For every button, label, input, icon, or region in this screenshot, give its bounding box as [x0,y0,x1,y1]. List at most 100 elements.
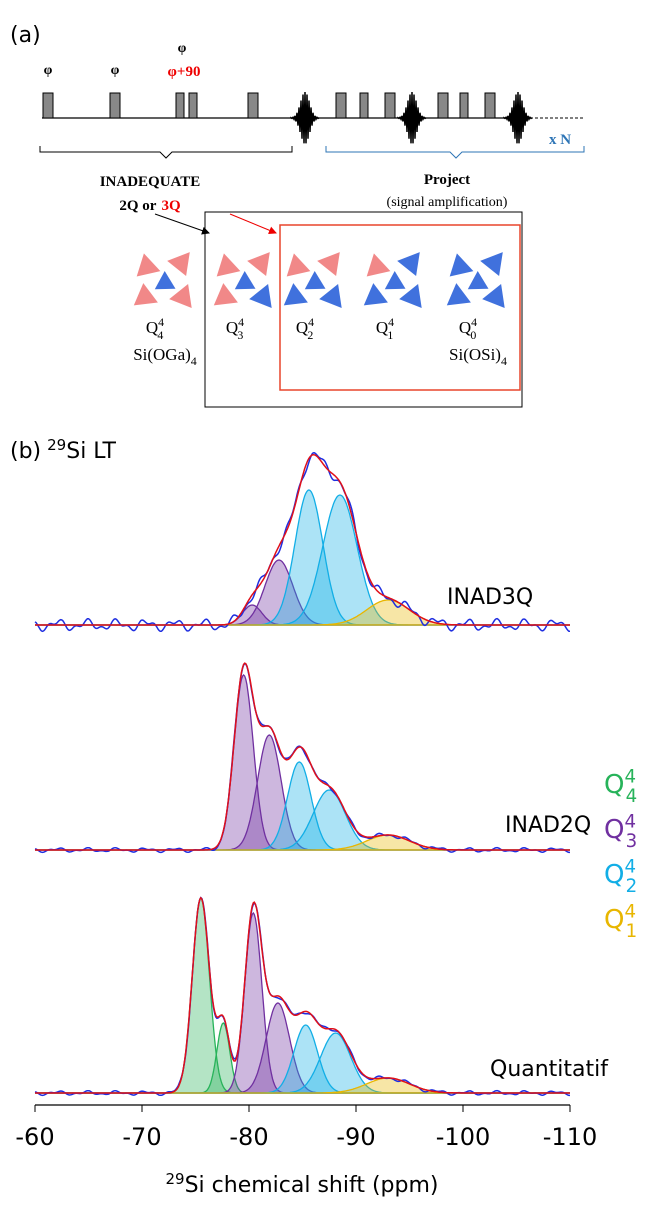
species-label: Q4 4 [146,315,164,342]
molecule [133,252,192,308]
brace [325,146,585,159]
tetrahedron [283,283,308,306]
molecule [213,252,272,308]
tetrahedron [449,253,474,277]
arrow [154,213,210,235]
project-subtitle: (signal amplification) [387,195,508,210]
x-tick-label: -90 [336,1123,375,1151]
base: Q [604,905,624,935]
sup: 4 [308,315,314,329]
brace [39,146,293,159]
tetrahedron [384,271,406,290]
x-tick-label: -70 [122,1123,161,1151]
species-label: Q4 0 [459,315,477,342]
molecule [283,252,342,308]
tetrahedron [319,284,342,308]
spectrum-label: INAD3Q [447,585,533,610]
sup: 29 [166,1170,185,1188]
text: Si chemical shift (ppm) [185,1173,439,1198]
tetrahedron [366,253,391,277]
molecules: Q4 4Si(OGa)4Q4 3 Q4 2 Q4 1 Q4 0Si(OSi)4 [133,252,507,368]
sub: 2 [626,876,638,897]
tetrahedron [317,252,340,276]
tetrahedron [234,271,256,290]
phase-label: φ [178,41,187,56]
base: Q [226,318,238,337]
spectrum-label: INAD2Q [505,813,591,838]
inadequate-title: INADEQUATE [100,174,201,190]
panel-label: (a) [10,23,41,48]
base: Si(OSi) [449,345,501,364]
tetrahedron [397,252,420,276]
shaped-pulse [397,91,427,144]
sub: 3 [626,831,638,852]
sub: 3 [237,328,243,342]
sub: 0 [470,328,476,342]
molecule [363,252,422,308]
tetrahedron [133,283,158,306]
sup: 4 [388,315,394,329]
shaped-pulse [503,91,533,144]
base: Si(OGa) [133,345,191,364]
base: Q [376,318,388,337]
tetrahedron [249,284,272,308]
shaped-pulse [290,91,320,144]
x-tick-label: -110 [543,1123,597,1151]
sub: 1 [626,921,638,942]
text: Si LT [66,439,116,464]
tetrahedron [154,271,176,290]
repeat-label: x N [549,132,571,148]
formula: Si(OSi)4 [449,345,507,368]
species-label: Q4 3 [226,315,244,342]
legend-entry: Q4 4 [604,767,637,808]
legend-entry: Q4 2 [604,857,637,898]
box-highlight [279,224,521,391]
base: Q [604,770,624,800]
sup: 4 [624,812,636,833]
phase-shift: φ+90 [168,64,201,80]
x-tick-label: -80 [229,1123,268,1151]
sup: 4 [624,857,636,878]
formula: Si(OGa)4 [133,345,197,368]
phase-label: φ [44,63,53,78]
base: Q [146,318,158,337]
panel-label: (b) 29Si LT [10,436,117,464]
sub: 4 [157,328,163,342]
tetrahedron [136,253,161,277]
panel-a: (a) φ φ φ φ+90 x N INADEQUATE 2Q or 3Q Pr… [10,23,585,408]
fit-spectrum [35,453,570,626]
fit-spectrum [35,896,570,1094]
base: Q [604,860,624,890]
sub: 1 [387,328,393,342]
sup: 4 [624,902,636,923]
molecule [446,252,505,308]
sup: 4 [471,315,477,329]
species-label: Q4 1 [376,315,394,342]
inadequate-order: 2Q or 3Q [119,198,181,214]
x-tick-label: -100 [436,1123,490,1151]
sub: 4 [626,786,638,807]
legend-entry: Q4 1 [604,902,637,943]
tetrahedron [363,283,388,306]
tetrahedron [169,284,192,308]
box [204,211,523,408]
fit-spectrum [35,662,570,851]
prefix: (b) [10,439,41,464]
x-tick-label: -60 [15,1123,54,1151]
sub: 2 [307,328,313,342]
spectrum-label: Quantitatif [490,1057,609,1082]
shaped-pulses [290,91,533,144]
tetrahedron [286,253,311,277]
sub: 4 [191,354,197,368]
tetrahedron [213,283,238,306]
tetrahedron [467,271,489,290]
legend-entry: Q4 3 [604,812,637,853]
sup: 4 [238,315,244,329]
tetrahedron [167,252,190,276]
tetrahedron [480,252,503,276]
sub: 4 [501,354,507,368]
order: 2Q or [119,198,156,214]
base: Q [459,318,471,337]
